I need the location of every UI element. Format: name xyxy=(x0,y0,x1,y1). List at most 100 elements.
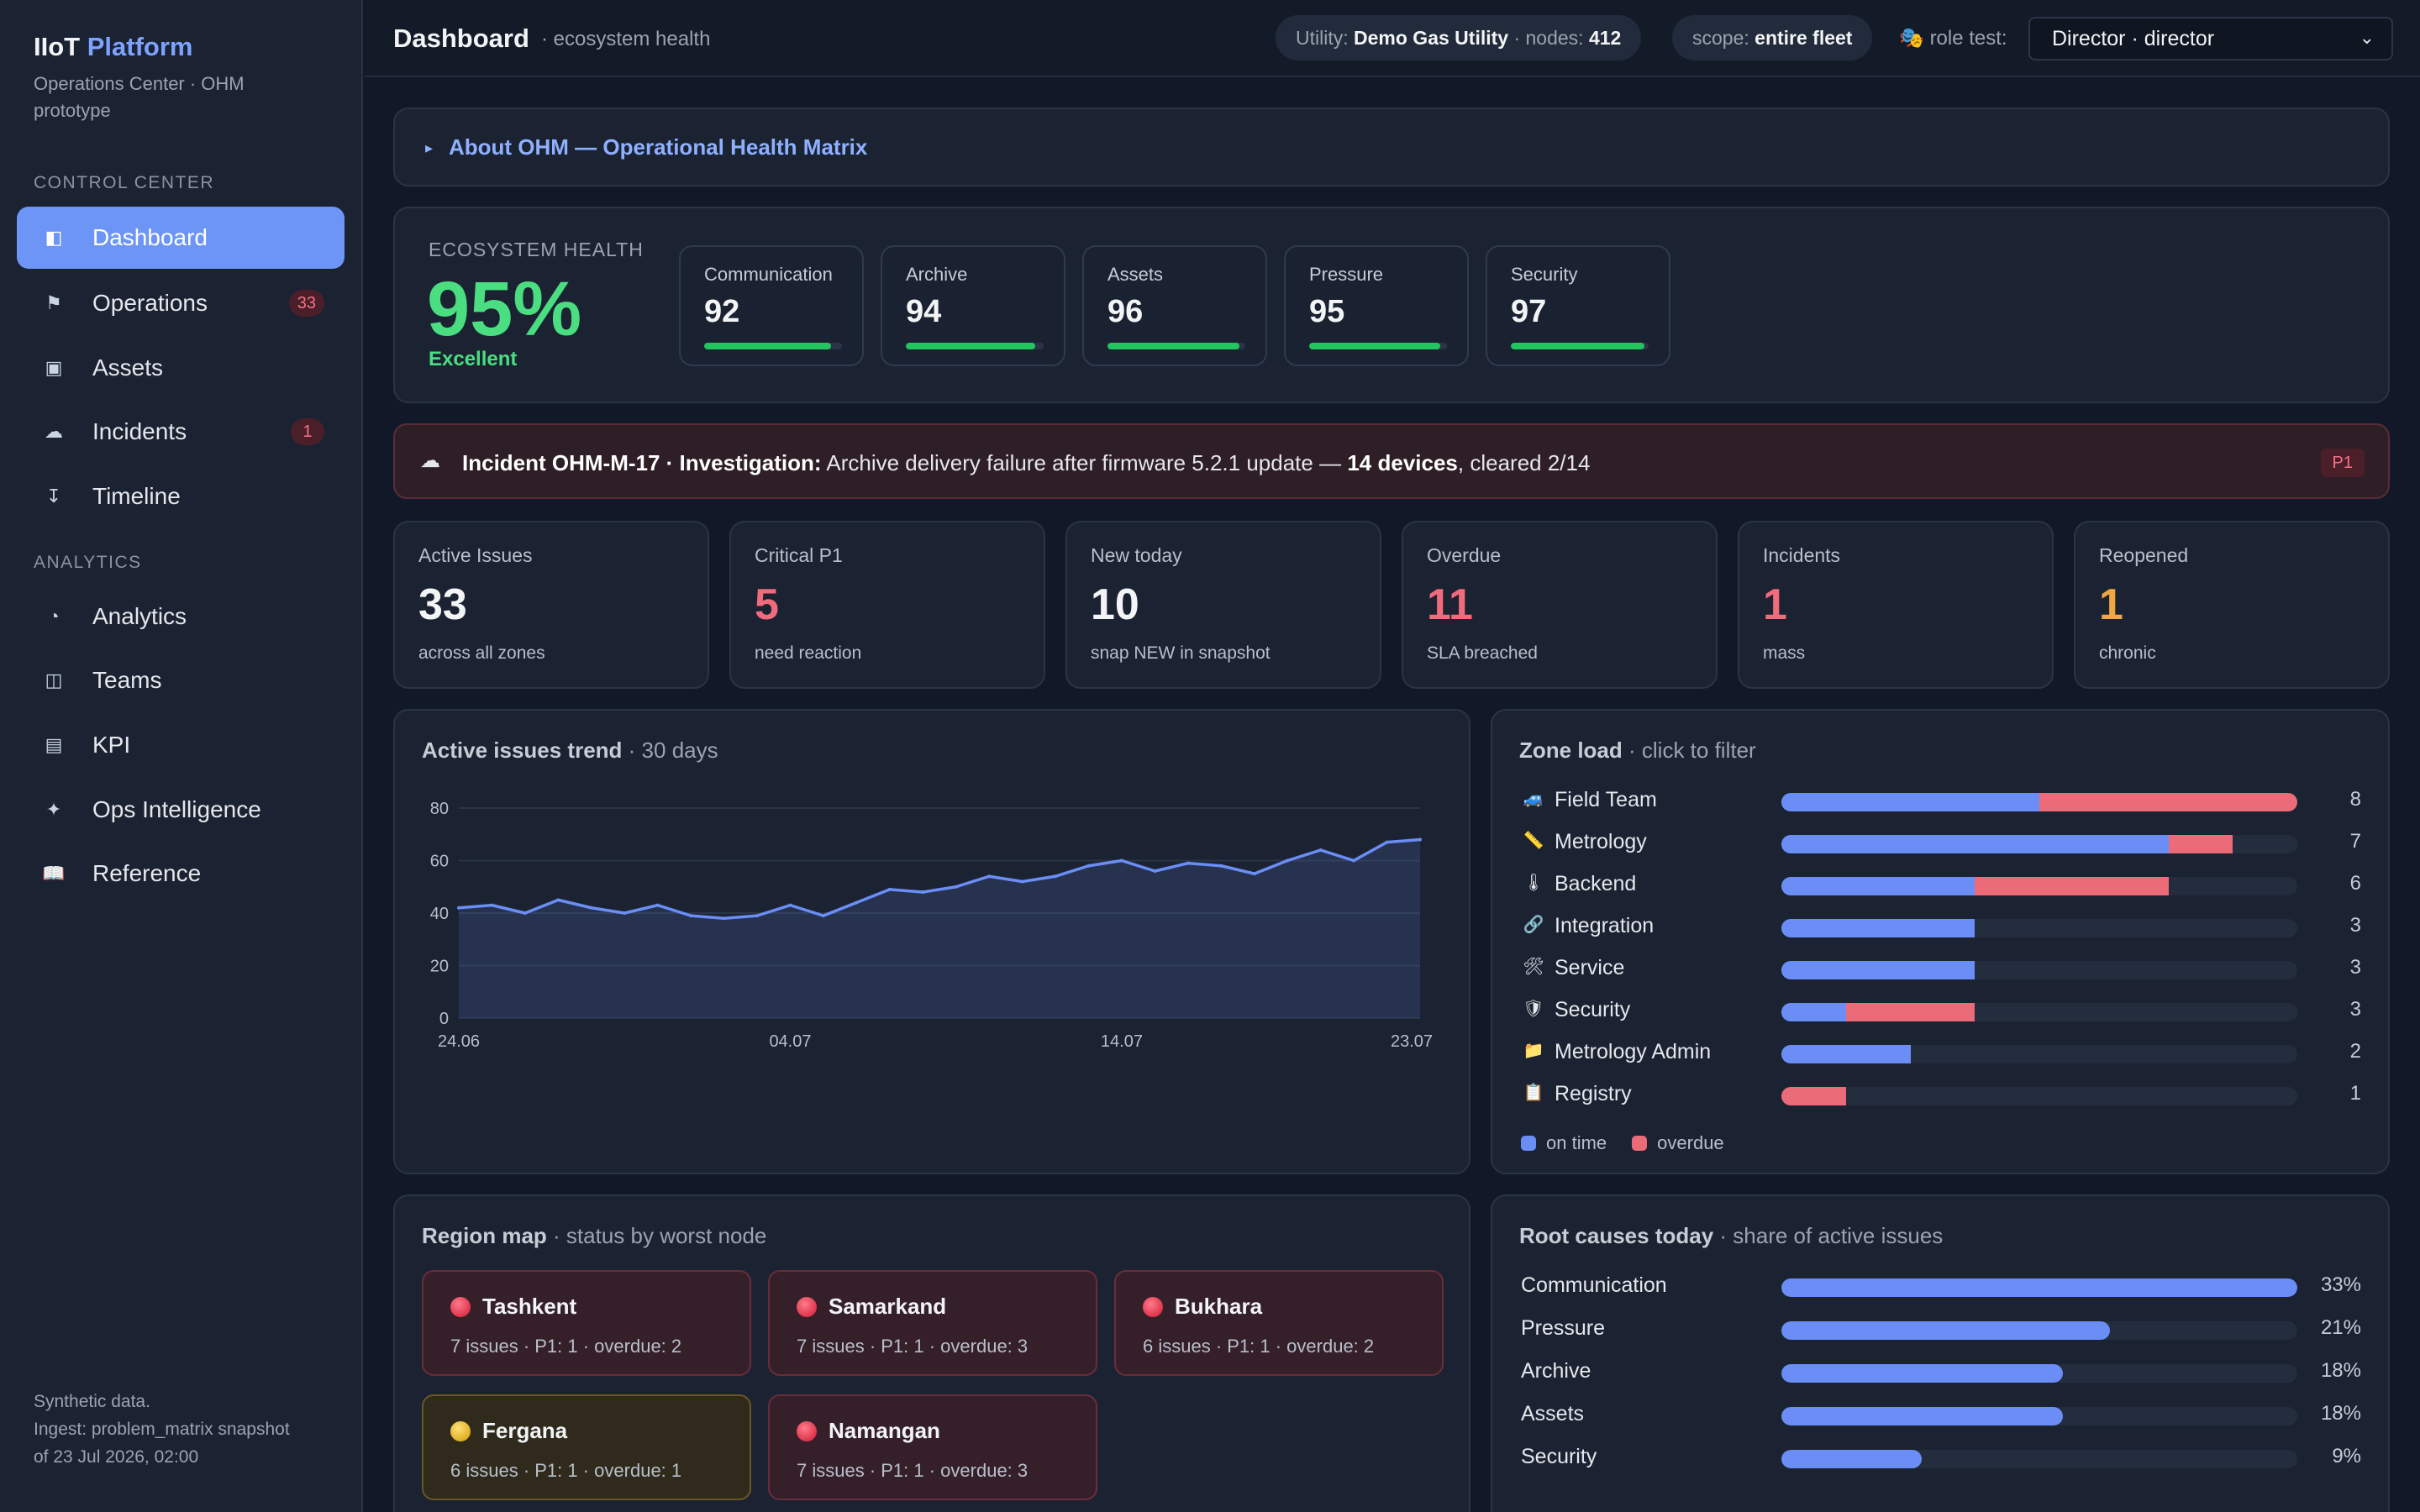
zone-row[interactable]: 📁 Metrology Admin 2 xyxy=(1521,1032,2361,1074)
role-test-text: role test: xyxy=(1929,27,2007,50)
footer-line: Synthetic data. xyxy=(34,1392,150,1411)
root-cause-row: Security 9% xyxy=(1521,1436,2361,1478)
priority-badge: P1 xyxy=(2320,449,2365,477)
roots-subtitle: · share of active issues xyxy=(1719,1223,1944,1248)
trend-point xyxy=(954,885,958,889)
sidebar-item-label: Reference xyxy=(92,860,202,886)
kpi-card-critical-p1[interactable]: Critical P1 5 need reaction xyxy=(729,521,1045,689)
kpi-label: New today xyxy=(1091,544,1182,566)
sidebar-item-timeline[interactable]: ↧ Timeline xyxy=(17,465,345,528)
sidebar-item-assets[interactable]: ▣ Assets xyxy=(17,337,345,399)
kpi-label: Critical P1 xyxy=(755,544,843,566)
region-card-samarkand[interactable]: Samarkand 7 issues · P1: 1 · overdue: 3 xyxy=(768,1270,1097,1376)
metric-name: Security xyxy=(1511,264,1578,285)
zone-label: Service xyxy=(1555,956,1625,979)
kpi-card-new-today[interactable]: New today 10 snap NEW in snapshot xyxy=(1065,521,1381,689)
y-tick-label: 20 xyxy=(430,958,449,976)
region-map-panel: Region map · status by worst node Tashke… xyxy=(393,1194,1470,1512)
metric-pressure: Pressure 95 xyxy=(1284,245,1469,366)
zone-row[interactable]: 🚙 Field Team 8 xyxy=(1521,780,2361,822)
region-card-fergana[interactable]: Fergana 6 issues · P1: 1 · overdue: 1 xyxy=(422,1394,751,1500)
role-select[interactable]: Director · director ⌄ xyxy=(2028,17,2393,60)
trend-point xyxy=(855,900,859,905)
region-info: 6 issues · P1: 1 · overdue: 1 xyxy=(450,1460,682,1481)
metric-bar xyxy=(906,343,1044,349)
trend-point xyxy=(1119,858,1123,863)
incident-description: Archive delivery failure after firmware … xyxy=(826,450,1342,475)
operations-count-badge: 33 xyxy=(288,290,324,317)
kpi-card-overdue[interactable]: Overdue 11 SLA breached xyxy=(1402,521,1718,689)
root-cause-bar-track xyxy=(1781,1278,2297,1297)
trend-subtitle: · 30 days xyxy=(628,738,718,763)
sidebar-item-label: Timeline xyxy=(92,483,181,509)
trend-point xyxy=(921,890,925,894)
incident-id-status: Incident OHM-M-17 · Investigation: xyxy=(462,450,822,475)
active-issues-trend-panel: Active issues trend · 30 days 0 20 40 60 80 2… xyxy=(393,709,1470,1174)
zone-count: 6 xyxy=(2349,872,2361,895)
sidebar-item-teams[interactable]: ◫ Teams xyxy=(17,649,345,711)
sidebar-item-analytics[interactable]: ◔ Analytics xyxy=(17,585,345,648)
region-card-bukhara[interactable]: Bukhara 6 issues · P1: 1 · overdue: 2 xyxy=(1114,1270,1444,1376)
zone-bar-on-time xyxy=(1781,835,2169,853)
sidebar-item-dashboard[interactable]: ◧ Dashboard xyxy=(17,207,345,269)
sidebar-item-ops-intelligence[interactable]: ✦ Ops Intelligence xyxy=(17,779,345,841)
top-bar: Dashboard · ecosystem health Utility: De… xyxy=(365,0,2420,77)
sidebar-item-reference[interactable]: 📖 Reference xyxy=(17,843,345,905)
panel-title: Region map · status by worst node xyxy=(422,1223,766,1249)
sidebar-item-operations[interactable]: ⚑ Operations 33 xyxy=(17,272,345,334)
zone-bar-track xyxy=(1781,1003,2297,1021)
nav-section-control-center: CONTROL CENTER xyxy=(34,173,215,192)
incident-banner[interactable]: ☁ Incident OHM-M-17 · Investigation: Arc… xyxy=(393,423,2390,499)
y-tick-label: 60 xyxy=(430,853,449,871)
region-card-tashkent[interactable]: Tashkent 7 issues · P1: 1 · overdue: 2 xyxy=(422,1270,751,1376)
zone-row[interactable]: 🌡 Backend 6 xyxy=(1521,864,2361,906)
metric-bar xyxy=(1511,343,1649,349)
zone-subtitle: · click to filter xyxy=(1628,738,1756,763)
zone-row[interactable]: 🔗 Integration 3 xyxy=(1521,906,2361,948)
region-card-namangan[interactable]: Namangan 7 issues · P1: 1 · overdue: 3 xyxy=(768,1394,1097,1500)
sidebar-item-incidents[interactable]: ☁ Incidents 1 xyxy=(17,401,345,463)
zone-row[interactable]: 🛡 Security 3 xyxy=(1521,990,2361,1032)
zone-bar-overdue xyxy=(1845,1003,1975,1021)
incidents-count-badge: 1 xyxy=(291,418,324,445)
kpi-card-reopened[interactable]: Reopened 1 chronic xyxy=(2074,521,2390,689)
zone-icon: 📋 xyxy=(1523,1084,1544,1102)
root-cause-label: Archive xyxy=(1521,1359,1591,1383)
trend-point xyxy=(987,874,992,879)
zone-count: 2 xyxy=(2349,1040,2361,1063)
panel-title: Zone load · click to filter xyxy=(1519,738,1756,764)
zone-bar-track xyxy=(1781,919,2297,937)
metric-name: Assets xyxy=(1107,264,1164,285)
zone-bar-overdue xyxy=(2168,835,2233,853)
metric-bar xyxy=(1309,343,1447,349)
zone-bar-track xyxy=(1781,1045,2297,1063)
zone-count: 3 xyxy=(2349,914,2361,937)
zone-row[interactable]: 📋 Registry 1 xyxy=(1521,1074,2361,1116)
trend-point xyxy=(655,903,660,907)
zone-row[interactable]: 🛠 Service 3 xyxy=(1521,948,2361,990)
zone-label: Registry xyxy=(1555,1082,1632,1105)
x-tick-label: 23.07 xyxy=(1391,1032,1433,1051)
flag-icon: ⚑ xyxy=(45,292,62,313)
kpi-card-incidents[interactable]: Incidents 1 mass xyxy=(1738,521,2054,689)
kpi-value: 5 xyxy=(755,580,779,629)
y-tick-label: 0 xyxy=(439,1010,449,1028)
about-ohm-disclosure[interactable]: ▸ About OHM — Operational Health Matrix xyxy=(393,108,2390,186)
zone-bar-track xyxy=(1781,877,2297,895)
trend-point xyxy=(589,906,593,910)
y-tick-label: 40 xyxy=(430,905,449,923)
root-cause-bar xyxy=(1781,1407,2063,1425)
about-ohm-label: About OHM — Operational Health Matrix xyxy=(449,134,868,160)
kpi-card-active-issues[interactable]: Active Issues 33 across all zones xyxy=(393,521,709,689)
brand-logo[interactable]: IIoT Platform xyxy=(34,32,192,62)
metric-name: Communication xyxy=(704,264,833,285)
zone-label: Metrology xyxy=(1555,830,1647,853)
zone-row[interactable]: 📏 Metrology 7 xyxy=(1521,822,2361,864)
zone-bar-track xyxy=(1781,1087,2297,1105)
zone-bar-on-time xyxy=(1781,877,1975,895)
trend-point xyxy=(722,916,726,921)
zone-bar-track xyxy=(1781,835,2297,853)
sidebar-item-kpi[interactable]: ▤ KPI xyxy=(17,714,345,776)
zone-icon: 📁 xyxy=(1523,1042,1544,1060)
trend-title: Active issues trend xyxy=(422,738,623,763)
